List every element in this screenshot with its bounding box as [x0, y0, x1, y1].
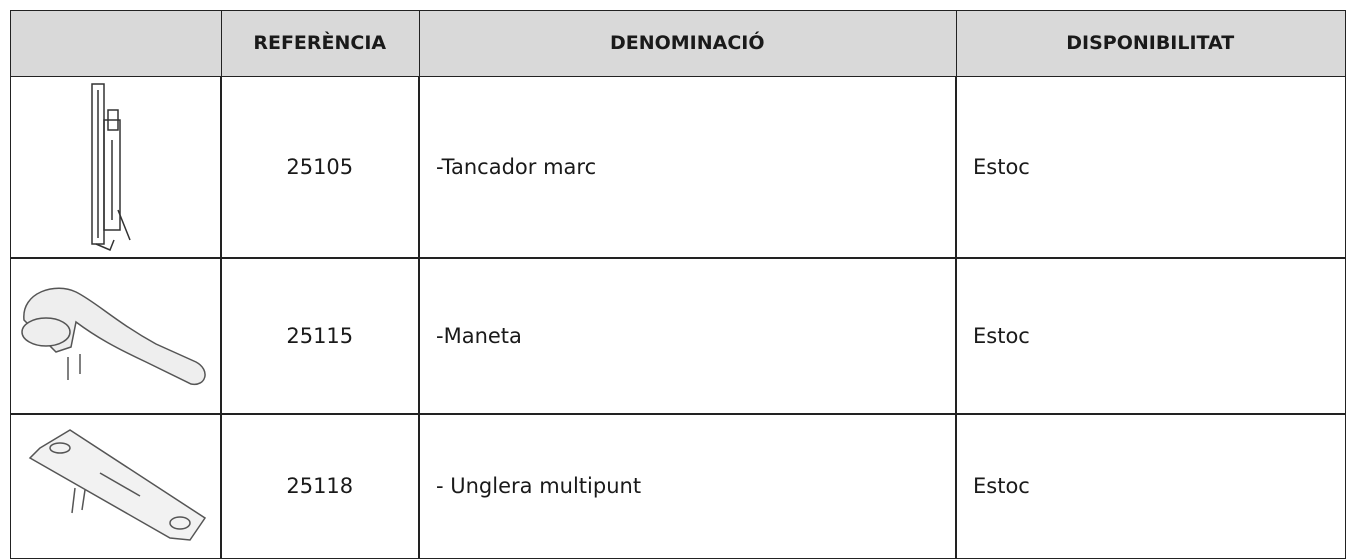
- reference-cell: 25115: [220, 257, 420, 415]
- image-cell: [10, 257, 222, 415]
- product-image-keeper: [28, 429, 207, 541]
- reference-cell: 25118: [220, 413, 420, 559]
- header-cell: DISPONIBILITAT: [955, 10, 1346, 77]
- availability-cell: Estoc: [955, 413, 1346, 559]
- availability-cell: Estoc: [955, 75, 1346, 259]
- header-cell: DENOMINACIÓ: [418, 10, 957, 77]
- availability-cell: Estoc: [955, 257, 1346, 415]
- name-cell: -Tancador marc: [418, 75, 957, 259]
- product-image-closer: [91, 83, 131, 251]
- name-cell: - Unglera multipunt: [418, 413, 957, 559]
- header-cell: REFERÈNCIA: [220, 10, 420, 77]
- header-cell: [10, 10, 222, 77]
- product-image-handle: [21, 287, 206, 385]
- reference-cell: 25105: [220, 75, 420, 259]
- name-cell: -Maneta: [418, 257, 957, 415]
